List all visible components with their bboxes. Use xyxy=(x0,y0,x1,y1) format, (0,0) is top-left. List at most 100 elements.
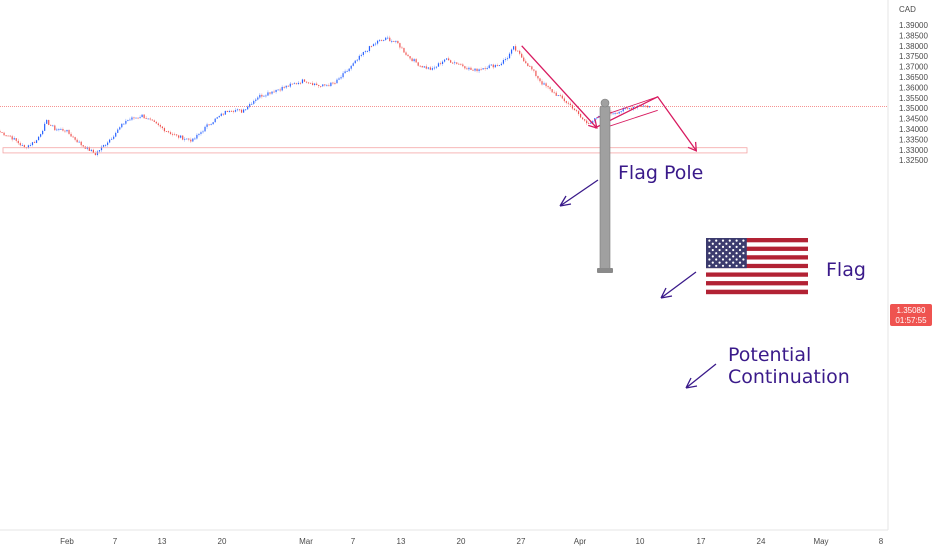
flag-star xyxy=(736,240,738,242)
candle-body xyxy=(582,117,583,119)
price-tick-labels: 1.390001.385001.380001.375001.370001.365… xyxy=(899,21,928,165)
time-tick-label: 8 xyxy=(879,537,884,546)
candle-body xyxy=(572,105,573,108)
candle-body xyxy=(554,92,555,93)
candle-body xyxy=(393,41,394,42)
candle-body xyxy=(320,86,321,87)
candle-body xyxy=(237,109,238,110)
candle-body xyxy=(513,46,514,49)
candle-body xyxy=(416,59,417,62)
flag-star xyxy=(732,243,734,245)
candle-body xyxy=(525,61,526,63)
flag-star xyxy=(742,252,744,254)
candle-body xyxy=(619,112,620,114)
candle-body xyxy=(233,111,234,112)
flag-star xyxy=(739,249,741,251)
candle-body xyxy=(476,69,477,71)
flag-star xyxy=(715,246,717,248)
candle-body xyxy=(391,41,392,42)
candle-body xyxy=(338,78,339,79)
flag-star xyxy=(708,240,710,242)
candle-body xyxy=(235,110,236,112)
candle-body xyxy=(131,117,132,119)
flag-star xyxy=(739,255,741,257)
candle-body xyxy=(614,113,615,114)
flag-stripe xyxy=(706,268,808,273)
candle-body xyxy=(184,139,185,140)
candle-body xyxy=(259,95,260,98)
candle-body xyxy=(255,100,256,101)
candle-body xyxy=(566,101,567,103)
flag-star xyxy=(708,252,710,254)
candle-body xyxy=(584,119,585,120)
candle-body xyxy=(290,84,291,87)
candle-body xyxy=(523,58,524,62)
price-tick-label: 1.36000 xyxy=(899,83,928,92)
candle-body xyxy=(5,135,6,136)
candle-body xyxy=(501,64,502,65)
candle-body xyxy=(515,46,516,50)
price-tick-label: 1.32500 xyxy=(899,156,928,165)
candle-body xyxy=(60,129,61,130)
candle-body xyxy=(213,122,214,124)
candle-body xyxy=(202,131,203,132)
candle-body xyxy=(103,145,104,147)
candle-body xyxy=(332,83,333,84)
candle-body xyxy=(56,130,57,131)
candle-body xyxy=(113,137,114,139)
candle-body xyxy=(432,68,433,70)
candle-body xyxy=(239,109,240,110)
flag-star xyxy=(732,249,734,251)
candle-body xyxy=(590,123,591,124)
candle-body xyxy=(580,114,581,117)
flag-star xyxy=(719,262,721,264)
price-tick-label: 1.37500 xyxy=(899,52,928,61)
flag-star xyxy=(712,262,714,264)
flag-pole-label: Flag Pole xyxy=(618,162,703,184)
time-tick-label: 7 xyxy=(351,537,356,546)
candle-body xyxy=(562,96,563,99)
candle-body xyxy=(381,40,382,41)
candle-body xyxy=(312,83,313,85)
candle-body xyxy=(180,136,181,138)
flag-star xyxy=(742,258,744,260)
candle-body xyxy=(426,66,427,68)
candle-body xyxy=(144,115,145,119)
candle-body xyxy=(499,65,500,66)
candle-body xyxy=(483,68,484,69)
candle-body xyxy=(198,134,199,135)
candle-body xyxy=(115,133,116,137)
time-tick-label: 24 xyxy=(757,537,766,546)
candle-body xyxy=(247,107,248,110)
candle-body xyxy=(229,111,230,112)
candle-body xyxy=(38,137,39,140)
flag-star xyxy=(725,243,727,245)
pole-finial xyxy=(601,99,609,107)
candle-body xyxy=(487,68,488,69)
candle-body xyxy=(462,64,463,66)
candle-body xyxy=(48,120,49,125)
candle-body xyxy=(418,62,419,65)
candle-body xyxy=(263,96,264,97)
candle-body xyxy=(438,63,439,66)
candle-body xyxy=(257,98,258,100)
candle-body xyxy=(543,83,544,84)
candle-body xyxy=(310,83,311,84)
candle-body xyxy=(64,131,65,132)
candle-body xyxy=(296,83,297,84)
flag-star xyxy=(715,265,717,267)
candle-body xyxy=(245,109,246,110)
candle-body xyxy=(129,120,130,121)
candle-body xyxy=(135,118,136,119)
candle-body xyxy=(34,142,35,143)
candle-body xyxy=(62,129,63,131)
candle-body xyxy=(14,138,15,139)
candle-body xyxy=(300,83,301,84)
candle-body xyxy=(511,50,512,54)
candle-body xyxy=(105,145,106,146)
candle-body xyxy=(150,118,151,119)
pole-shaft xyxy=(600,106,610,272)
candle-body xyxy=(552,89,553,92)
candle-body xyxy=(50,125,51,126)
